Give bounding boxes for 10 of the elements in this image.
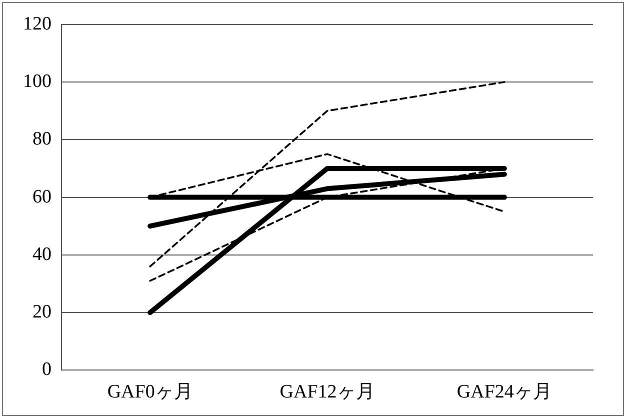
- y-tick-label: 20: [32, 302, 52, 323]
- y-tick-label: 60: [32, 186, 52, 208]
- y-tick-label: 120: [23, 13, 52, 34]
- y-tick-label: 100: [23, 71, 52, 92]
- y-tick-label: 0: [42, 359, 52, 380]
- y-tick-label: 80: [32, 128, 52, 150]
- x-tick-label: GAF12ヶ月: [280, 382, 375, 403]
- x-tick-label: GAF0ヶ月: [107, 382, 193, 403]
- y-tick-label: 40: [32, 244, 52, 265]
- x-tick-label: GAF24ヶ月: [456, 382, 552, 403]
